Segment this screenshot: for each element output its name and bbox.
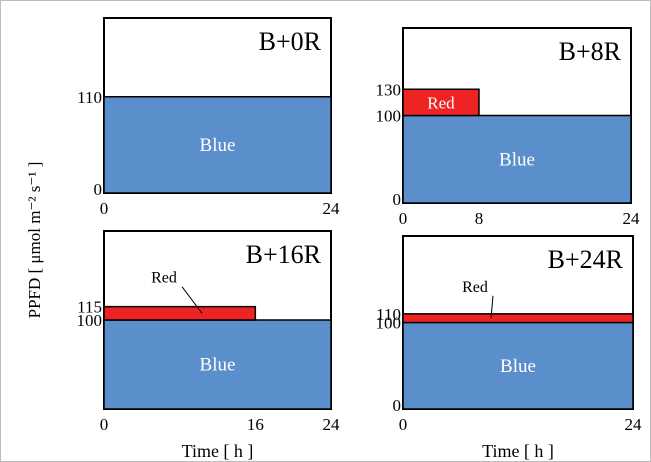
panel-1-x-tick-0: 0 (100, 199, 109, 218)
panel-2-y-tick-0: 0 (393, 190, 402, 209)
panel-4-blue-bar (402, 321, 634, 410)
panel-2-x-tick-8: 8 (475, 209, 484, 228)
panel-2-red-bar (402, 88, 480, 117)
panel-1-title: B+0R (259, 27, 322, 56)
panel-3-red-annotation: Red (151, 270, 177, 287)
panel-2-blue-bar (402, 114, 632, 204)
panel-3-red-leader-line (181, 286, 203, 314)
panel-3-red-bar (103, 305, 257, 321)
panel-1-blue-label: Blue (200, 135, 236, 156)
panel-1-y-tick-0: 0 (94, 180, 103, 199)
panel-4-x-tick-24: 24 (625, 415, 643, 434)
panel-4-x-tick-0: 0 (399, 415, 408, 434)
panel-3-title: B+16R (246, 240, 322, 269)
panel-4-y-tick-100: 100 (376, 314, 402, 333)
panel-3-x-axis-label: Time [ h ] (182, 441, 254, 461)
panel-4-title: B+24R (548, 245, 624, 274)
panel-2-x-tick-0: 0 (399, 209, 408, 228)
panel-4-blue-label: Blue (500, 356, 536, 377)
panel-4-red-annotation: Red (462, 279, 488, 296)
panel-3-blue-bar (103, 319, 332, 410)
y-axis-label: PPFD [ μmol m⁻² s⁻¹ ] (25, 162, 44, 319)
panel-4-red-bar (402, 313, 634, 324)
panel-2-y-tick-130: 130 (376, 80, 402, 99)
panel-2-y-tick-100: 100 (376, 107, 402, 126)
panel-1-y-tick-110: 110 (77, 88, 102, 107)
panel-3-blue-label: Blue (200, 355, 236, 376)
panel-4-x-axis-label: Time [ h ] (482, 441, 554, 461)
panel-3-y-tick-115: 115 (77, 298, 102, 317)
panel-3-x-tick-0: 0 (100, 415, 109, 434)
panel-3-y-tick-100: 100 (77, 311, 103, 330)
panel-1-x-tick-24: 24 (323, 199, 341, 218)
panel-3-x-tick-24: 24 (323, 415, 341, 434)
panel-4-red-leader-line (490, 295, 494, 319)
panel-4-y-tick-0: 0 (393, 396, 402, 415)
panel-2-red-label: Red (427, 93, 455, 112)
panel-1-blue-bar (103, 96, 332, 194)
panel-3-x-tick-16: 16 (247, 415, 264, 434)
panel-2-blue-label: Blue (499, 149, 535, 170)
panel-4-y-tick-110: 110 (376, 305, 401, 324)
panel-2-x-tick-24: 24 (623, 209, 641, 228)
panel-2-title: B+8R (559, 37, 622, 66)
